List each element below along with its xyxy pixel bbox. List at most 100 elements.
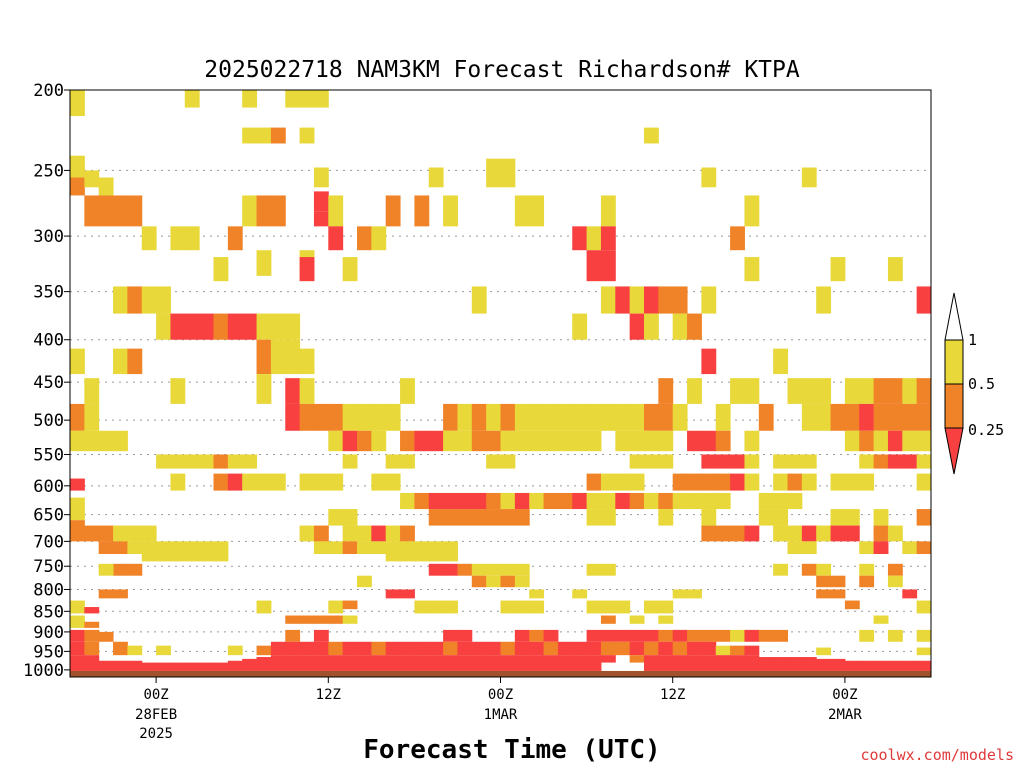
heatmap-cell [357, 641, 372, 656]
heatmap-cell [414, 492, 430, 510]
heatmap-cell [371, 430, 387, 452]
heatmap-cell [701, 348, 717, 375]
heatmap-cell [629, 629, 645, 642]
heatmap-cell [658, 378, 674, 404]
heatmap-cell [572, 313, 588, 340]
heatmap-cell [844, 509, 860, 526]
heatmap-cell [270, 655, 286, 671]
heatmap-cell [342, 525, 358, 542]
heatmap-cell [443, 195, 458, 227]
y-tick-label-500: 500 [33, 411, 64, 431]
heatmap-cell [873, 525, 889, 542]
heatmap-cell [816, 378, 832, 404]
heatmap-cell [787, 525, 803, 542]
heatmap-cell [701, 454, 717, 469]
heatmap-cell [615, 600, 631, 614]
heatmap-cell [830, 257, 846, 282]
y-tick-label-550: 550 [33, 445, 64, 465]
heatmap-cell [156, 662, 171, 671]
heatmap-cell [572, 403, 588, 431]
heatmap-cell [801, 657, 817, 671]
heatmap-cell [529, 403, 545, 431]
heatmap-cell [873, 541, 889, 555]
heatmap-cell [744, 430, 760, 452]
heatmap-cell [758, 492, 774, 510]
heatmap-cell [658, 403, 674, 431]
heatmap-cell [629, 403, 645, 431]
heatmap-cell [773, 492, 788, 510]
heatmap-cell [586, 563, 602, 576]
heatmap-cell [227, 660, 243, 671]
heatmap-cell [715, 473, 731, 491]
heatmap-cell [84, 525, 100, 542]
heatmap-cell [313, 473, 329, 491]
heatmap-cell [644, 641, 659, 656]
y-tick-label-750: 750 [33, 557, 64, 577]
heatmap-cell [801, 473, 817, 491]
heatmap-cell [672, 492, 688, 510]
heatmap-cell [701, 629, 717, 642]
heatmap-cell [242, 195, 258, 227]
heatmap-cell [902, 378, 918, 404]
heatmap-cell [658, 629, 674, 642]
heatmap-cell [557, 641, 573, 656]
heatmap-cell [213, 541, 229, 562]
heatmap-cell [529, 492, 545, 510]
x-tick-label: 00Z [832, 687, 857, 703]
heatmap-cell [328, 473, 344, 491]
heatmap-cell [557, 403, 573, 431]
heatmap-cell [529, 655, 545, 671]
heatmap-cell [715, 454, 731, 469]
heatmap-cell [816, 525, 832, 542]
heatmap-cell [514, 403, 530, 431]
heatmap-cell [801, 454, 817, 469]
heatmap-cell [873, 454, 889, 469]
heatmap-cell [414, 195, 430, 227]
y-tick-label-200: 200 [33, 81, 64, 101]
heatmap-cell [385, 641, 401, 656]
heatmap-cell [313, 90, 329, 108]
heatmap-cell [773, 629, 788, 642]
chart-title: 2025022718 NAM3KM Forecast Richardson# K… [204, 57, 800, 83]
heatmap-cell [529, 641, 545, 656]
heatmap-cell [486, 403, 501, 431]
heatmap-cell [658, 492, 674, 510]
y-tick-label-700: 700 [33, 532, 64, 552]
y-tick-label-950: 950 [33, 642, 64, 662]
heatmap-cell [744, 645, 760, 656]
heatmap-cell [672, 589, 688, 599]
heatmap-cell [600, 509, 616, 526]
heatmap-cell [443, 600, 458, 614]
heatmap-cell [443, 541, 458, 562]
heatmap-cell [213, 257, 229, 282]
heatmap-cells [70, 90, 932, 671]
heatmap-cell [357, 226, 372, 251]
heatmap-cell [586, 226, 602, 251]
heatmap-cell [184, 541, 200, 562]
heatmap-cell [801, 378, 817, 404]
heatmap-cell [457, 563, 473, 576]
heatmap-cell [371, 541, 387, 555]
heatmap-cell [299, 615, 315, 624]
heatmap-cell [644, 313, 659, 340]
legend-colorbar: 1 0.5 0.25 [944, 292, 1004, 475]
heatmap-cell [758, 509, 774, 526]
heatmap-cell [342, 403, 358, 431]
heatmap-cell [572, 589, 588, 599]
heatmap-cell [457, 629, 473, 642]
heatmap-cell [84, 641, 100, 656]
credit-link[interactable]: coolwx.com/models [860, 746, 1014, 764]
x-tick-date-label: 28FEB [135, 707, 177, 723]
y-tick-label-1000: 1000 [23, 661, 64, 681]
heatmap-cell [701, 641, 717, 656]
heatmap-cell [715, 645, 731, 656]
heatmap-cell [242, 454, 258, 469]
heatmap-cell [313, 211, 329, 227]
heatmap-cell [586, 403, 602, 431]
heatmap-cell [615, 492, 631, 510]
heatmap-cell [701, 286, 717, 314]
heatmap-cell [730, 525, 745, 542]
heatmap-cell [113, 660, 128, 671]
heatmap-cell [127, 660, 143, 671]
